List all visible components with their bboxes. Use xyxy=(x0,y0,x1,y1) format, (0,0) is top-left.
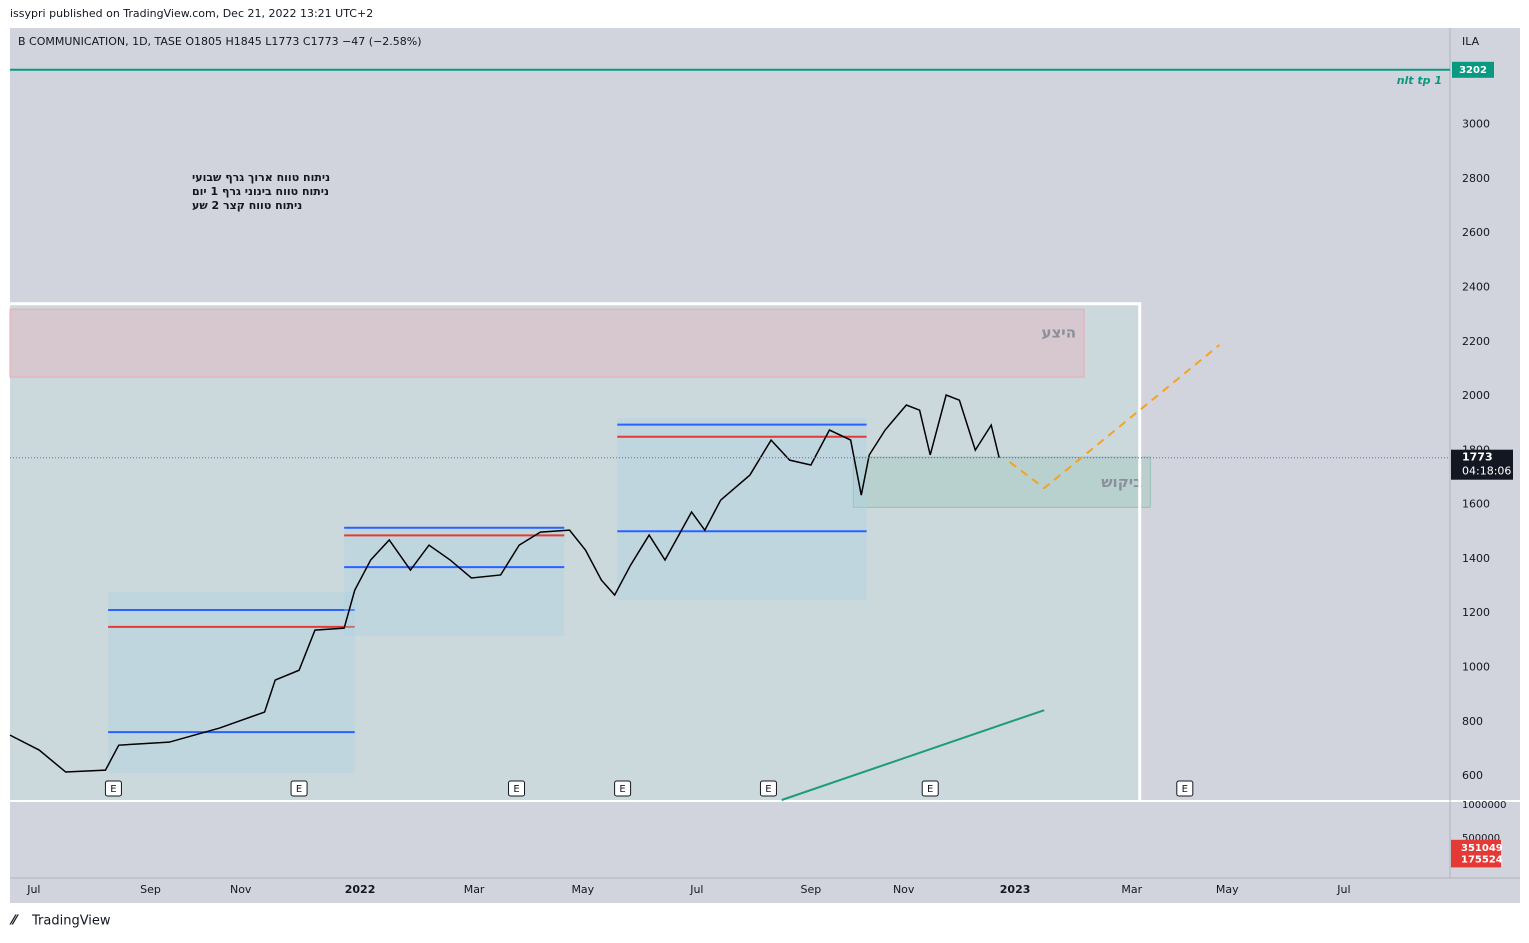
zone-label: היצע xyxy=(1042,324,1077,342)
x-tick-label: Jul xyxy=(1336,883,1350,896)
profile-box xyxy=(108,592,355,774)
zone-label: ביקוש xyxy=(1101,473,1142,491)
footer-logo: TradingView xyxy=(31,914,111,929)
forecast-path xyxy=(1009,344,1220,490)
note: ניתוח טווח בינוני גרף 1 יום xyxy=(192,185,329,198)
x-tick-label: Nov xyxy=(893,883,915,896)
price-line xyxy=(9,393,1000,773)
x-tick-label: Jul xyxy=(689,883,703,896)
x-tick-label: 2022 xyxy=(345,883,376,896)
y-tick-label: 2600 xyxy=(1462,226,1490,239)
x-tick-label: Mar xyxy=(1121,883,1142,896)
volume-tag-text: 175524 xyxy=(1461,854,1503,865)
x-tick-label: Sep xyxy=(140,883,161,896)
range-area xyxy=(10,303,1140,800)
y-tick-label: 1400 xyxy=(1462,552,1490,565)
note: ניתוח טווח קצר 2 שע xyxy=(192,199,302,212)
event-box xyxy=(1176,780,1194,797)
y-tick-label: 2200 xyxy=(1462,335,1490,348)
profile-box xyxy=(344,528,565,637)
y-tick-label: 600 xyxy=(1462,769,1483,782)
pane xyxy=(10,28,1450,878)
y-tick-label: 3000 xyxy=(1462,118,1490,131)
zone xyxy=(852,456,1151,508)
profile-box xyxy=(617,418,867,601)
y-tick-label: 1600 xyxy=(1462,498,1490,511)
event-box xyxy=(104,780,122,797)
event-box xyxy=(921,780,939,797)
volume-tag xyxy=(1451,851,1501,868)
x-tick-label: 2023 xyxy=(1000,883,1031,896)
x-tick-label: Mar xyxy=(464,883,485,896)
y-tick-label: 800 xyxy=(1462,715,1483,728)
event-label: E xyxy=(296,784,302,795)
x-tick-label: Jul xyxy=(26,883,40,896)
x-tick-label: Sep xyxy=(801,883,822,896)
countdown: 04:18:06 xyxy=(1462,465,1511,478)
x-tick-label: Nov xyxy=(230,883,252,896)
event-label: E xyxy=(110,784,116,795)
trend-arrow xyxy=(781,709,1045,801)
time-axis xyxy=(10,878,1520,903)
target-label: nlt tp 1 xyxy=(1397,74,1442,87)
target-tag xyxy=(1452,61,1494,78)
event-label: E xyxy=(765,784,771,795)
y-tick-label: 2000 xyxy=(1462,389,1490,402)
event-box xyxy=(614,780,632,797)
y-tick-label: 1200 xyxy=(1462,606,1490,619)
logo-mark: ⁄⁄ xyxy=(9,914,19,929)
y-tick-label: 1000 xyxy=(1462,661,1490,674)
event-label: E xyxy=(513,784,519,795)
event-box xyxy=(290,780,308,797)
volume-tick-label: 500000 xyxy=(1462,833,1500,844)
zone xyxy=(9,308,1085,378)
x-tick-label: May xyxy=(571,883,594,896)
y-tick-label: 2800 xyxy=(1462,172,1490,185)
currency: ILA xyxy=(1462,35,1480,48)
x-tick-label: May xyxy=(1216,883,1239,896)
note: ניתוח טווח ארוך גרף שבועי xyxy=(192,171,330,184)
y-tick-label: 2400 xyxy=(1462,281,1490,294)
event-label: E xyxy=(619,784,625,795)
volume-tag-text: 351049 xyxy=(1461,843,1503,854)
event-label: E xyxy=(927,784,933,795)
event-label: E xyxy=(1182,784,1188,795)
last-price-text: 1773 xyxy=(1462,451,1493,464)
publisher: issypri published on TradingView.com, De… xyxy=(10,7,373,20)
last-price-tag xyxy=(1451,449,1513,480)
volume-tick-label: 1000000 xyxy=(1462,800,1507,811)
event-box xyxy=(508,780,526,797)
target-tag-text: 3202 xyxy=(1459,65,1487,76)
event-box xyxy=(759,780,777,797)
range-edge xyxy=(10,302,1142,800)
symbol-header: B COMMUNICATION, 1D, TASE O1805 H1845 L1… xyxy=(18,35,422,48)
